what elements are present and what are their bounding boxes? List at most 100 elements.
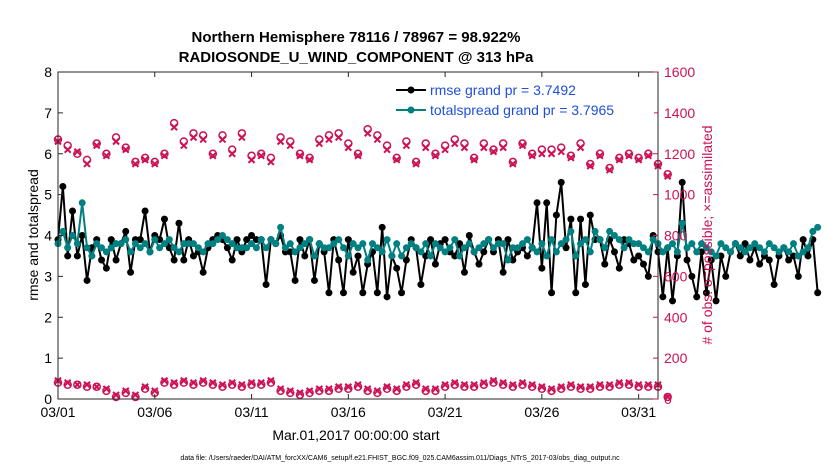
assimilated-marker [644,152,653,160]
bottom-assimilated-marker-stroke [257,378,265,387]
y-tick-label-right: 1000 [664,187,695,203]
totalspread-point [78,199,86,207]
bottom-possible-marker [266,378,276,387]
totalspread-point [799,248,807,256]
rmse-point [533,199,541,207]
totalspread-point [664,244,672,252]
totalspread-point [639,244,647,252]
totalspread-point [630,240,638,248]
rmse-point [107,236,115,244]
totalspread-point [596,236,604,244]
bottom-possible-marker [198,378,208,387]
rmse-point [702,289,710,297]
bottom-assimilated-marker-stroke [73,380,82,389]
rmse-point [59,182,67,190]
bottom-possible-marker [179,378,189,387]
assimilated-marker [596,152,604,160]
totalspread-point [194,244,202,252]
totalspread-point [606,227,614,235]
totalspread-point [649,236,657,244]
y-tick-label-right: 400 [664,309,688,325]
rmse-point [543,199,551,207]
rmse-point [804,252,812,260]
bottom-assimilated-marker-stroke [199,376,207,385]
bottom-assimilated-marker [431,385,440,393]
assimilated-marker-stroke [189,133,198,142]
totalspread-point [635,240,643,248]
totalspread-point [98,244,106,252]
bottom-assimilated-marker-stroke [518,378,527,387]
assimilated-marker-stroke [199,135,207,144]
totalspread-point [736,244,744,252]
assimilated-marker-stroke [170,123,178,131]
assimilated-marker [363,129,372,138]
assimilated-marker [83,160,91,168]
totalspread-point [514,244,522,252]
bottom-assimilated-marker [73,380,82,389]
bottom-assimilated-marker [83,380,91,389]
totalspread-point [528,244,536,252]
rmse-point [141,207,149,215]
totalspread-point [238,244,246,252]
bottom-assimilated-marker-stroke [373,387,382,395]
assimilated-marker-stroke [247,156,256,164]
bottom-possible-marker [411,380,421,389]
assimilated-marker-stroke [576,143,585,152]
bottom-assimilated-marker-stroke [180,376,188,385]
assimilated-marker [460,143,469,152]
assimilated-marker-stroke [344,143,353,152]
totalspread-point [591,227,599,235]
assimilated-marker-stroke [615,156,623,164]
totalspread-point [775,248,783,256]
assimilated-marker [663,172,672,180]
bottom-assimilated-marker-stroke [228,378,236,387]
totalspread-point [456,252,464,260]
assimilated-marker-stroke [412,160,420,168]
totalspread-point [112,240,120,248]
rmse-point [393,264,401,272]
bottom-possible-marker [431,386,440,396]
bottom-assimilated-marker [180,376,188,385]
totalspread-point [199,248,207,256]
x-tick-label: 03/21 [428,404,463,420]
possible-marker [605,163,614,173]
totalspread-point [581,236,589,244]
bottom-possible-marker [218,382,227,391]
totalspread-point [727,248,735,256]
assimilated-marker [170,123,178,131]
assimilated-marker [122,145,130,154]
rmse-point [223,244,231,252]
possible-marker [102,149,111,158]
bottom-assimilated-marker-stroke [276,385,285,393]
assimilated-marker [238,133,246,142]
bottom-assimilated-marker [151,387,159,395]
totalspread-point [156,244,164,252]
bottom-assimilated-marker-stroke [363,385,372,393]
bottom-assimilated-marker [112,391,120,399]
assimilated-marker-stroke [644,152,653,160]
bottom-possible-marker [615,380,624,389]
totalspread-point [615,236,623,244]
assimilated-marker [499,143,507,152]
bottom-possible-marker [131,392,140,402]
assimilated-marker-stroke [160,152,169,160]
totalspread-point [272,240,280,248]
footer-text: data file: /Users/raeder/DAI/ATM_forcXX/… [180,455,620,462]
possible-marker [431,149,440,158]
ticks: 03/01 03/06 03/11 03/16 03/21 03/26 03/31 0 1 2 3 4… [40,64,695,420]
bottom-possible-marker [527,382,537,391]
totalspread-point [180,240,188,248]
rmse-point [499,268,507,276]
totalspread-point [422,240,430,248]
assimilated-marker-stroke [83,160,91,168]
bottom-possible-marker [315,386,324,396]
assimilated-marker-stroke [567,154,575,162]
bottom-assimilated-marker-stroke [538,383,546,391]
totalspread-point [678,219,686,227]
totalspread-point [485,236,493,244]
bottom-assimilated-marker [160,376,169,385]
totalspread-point [693,248,701,256]
rmse-point [504,236,512,244]
assimilated-marker-stroke [509,160,517,168]
bottom-assimilated-marker [315,385,323,393]
